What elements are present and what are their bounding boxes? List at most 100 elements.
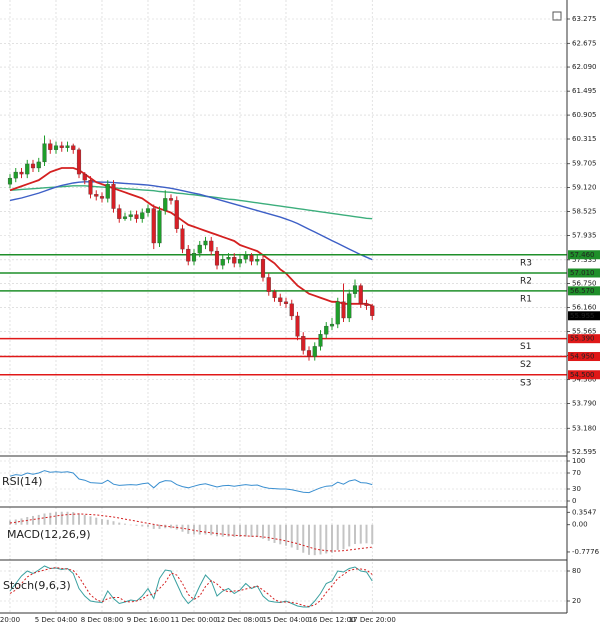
- candle-body: [163, 198, 168, 211]
- candle-body: [335, 301, 340, 325]
- candle-body: [347, 293, 352, 319]
- candle-body: [306, 350, 312, 357]
- macd-bar: [106, 519, 109, 525]
- stoch-signal: [9, 566, 373, 608]
- pivot-name: R2: [520, 277, 532, 287]
- level-price-label: 55.390: [570, 335, 595, 343]
- candle-body: [19, 171, 24, 175]
- macd-bar: [32, 515, 34, 525]
- candle-body: [13, 171, 18, 179]
- macd-bar: [302, 524, 305, 553]
- moving-average: [9, 185, 373, 220]
- y-tick-label: 62.090: [572, 63, 597, 71]
- y-tick-label: 56.750: [572, 280, 597, 288]
- candle-body: [255, 259, 260, 262]
- macd-bar: [124, 523, 126, 525]
- y-tick-label: 0.3547: [572, 508, 597, 516]
- candle-body: [266, 277, 271, 292]
- y-tick-label: 52.595: [572, 448, 597, 456]
- y-tick-label: 0: [572, 497, 576, 505]
- macd-bar: [204, 524, 207, 535]
- y-tick-label: 62.675: [572, 39, 597, 47]
- macd-bar: [49, 512, 52, 525]
- pivot-name: R1: [520, 294, 532, 304]
- candle-body: [203, 240, 208, 246]
- macd-bar: [198, 524, 201, 535]
- macd-bar: [95, 517, 98, 525]
- candle-body: [151, 208, 156, 244]
- candle-body: [237, 259, 243, 264]
- candle-body: [82, 173, 87, 181]
- candle-body: [289, 303, 294, 317]
- candle-body: [53, 145, 59, 150]
- candle-body: [341, 301, 346, 319]
- candle-body: [36, 161, 41, 169]
- candle-body: [145, 208, 151, 213]
- candle-body: [243, 255, 248, 260]
- candle-body: [48, 143, 53, 150]
- macd-signal: [9, 513, 373, 552]
- macd-bar: [216, 524, 218, 537]
- y-tick-label: 60.905: [572, 111, 597, 119]
- macd-bar: [170, 524, 172, 529]
- candle-body: [295, 315, 300, 337]
- macd-bar: [371, 524, 374, 544]
- y-tick-label: 59.705: [572, 160, 597, 168]
- candle-body: [312, 346, 317, 357]
- candle-body: [209, 240, 214, 252]
- macd-bar: [365, 524, 368, 544]
- pivot-name: R3: [520, 258, 532, 268]
- macd-bar: [308, 524, 310, 555]
- y-tick-label: 60.315: [572, 135, 597, 143]
- candle-body: [99, 196, 105, 199]
- macd-bar: [359, 524, 362, 544]
- macd-bar: [319, 524, 322, 555]
- candle-body: [111, 184, 116, 209]
- macd-bar: [118, 522, 121, 525]
- macd-bar: [239, 524, 241, 537]
- candle-body: [76, 149, 82, 175]
- macd-bar: [147, 524, 149, 527]
- macd-bar: [313, 524, 316, 556]
- pane-title: Stoch(9,6,3): [3, 579, 71, 592]
- macd-bar: [325, 524, 328, 554]
- macd-bar: [244, 524, 247, 537]
- y-tick-label: 54.380: [572, 376, 597, 384]
- current-price-label: 55.955: [570, 312, 595, 320]
- macd-bar: [72, 512, 75, 525]
- y-tick-label: 30: [572, 485, 581, 493]
- macd-bar: [279, 524, 282, 545]
- level-price-label: 57.460: [570, 251, 595, 259]
- x-tick-label: 16 Dec 12:00: [308, 616, 355, 624]
- candle-body: [272, 291, 277, 298]
- candle-body: [370, 305, 375, 316]
- candle-body: [352, 285, 358, 294]
- y-tick-label: 20: [572, 597, 581, 605]
- x-tick-label: 9 Dec 16:00: [127, 616, 170, 624]
- macd-bar: [158, 524, 161, 529]
- y-tick-label: 0.00: [572, 521, 588, 529]
- candle-body: [180, 228, 185, 250]
- macd-bar: [181, 524, 184, 532]
- macd-bar: [129, 524, 132, 526]
- pivot-name: S2: [520, 360, 531, 370]
- macd-bar: [193, 524, 195, 535]
- x-tick-label: 15 Dec 04:00: [262, 616, 309, 624]
- macd-bar: [210, 524, 213, 536]
- candle-body: [220, 259, 225, 266]
- macd-bar: [60, 511, 63, 525]
- candle-body: [358, 285, 363, 304]
- macd-bar: [250, 524, 253, 537]
- candle-body: [318, 334, 323, 347]
- macd-bar: [152, 524, 155, 529]
- candle-body: [117, 208, 122, 219]
- candle-body: [283, 301, 289, 304]
- candle-body: [324, 325, 329, 335]
- candle-body: [214, 250, 220, 266]
- macd-bar: [256, 524, 259, 537]
- macd-bar: [233, 524, 236, 537]
- candle-body: [191, 252, 197, 262]
- macd-bar: [227, 524, 230, 537]
- macd-bar: [342, 524, 345, 550]
